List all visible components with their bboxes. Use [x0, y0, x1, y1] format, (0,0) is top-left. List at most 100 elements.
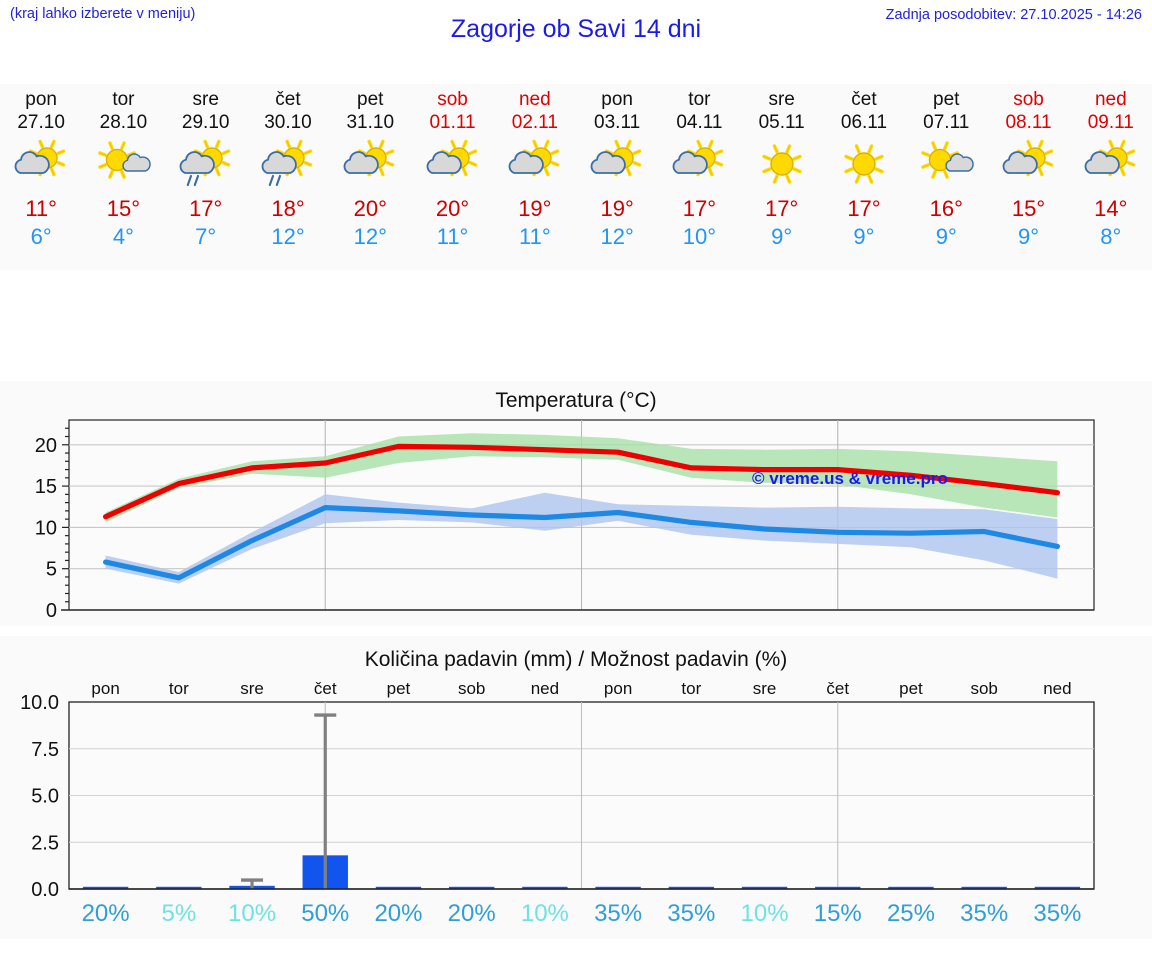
y-axis-tick-label: 5 — [46, 559, 57, 581]
day-name: ned — [518, 89, 551, 110]
day-date: 08.11 — [1005, 112, 1052, 133]
day-max-temp: 19° — [518, 196, 552, 221]
page-header: (kraj lahko izberete v meniju) Zagorje o… — [0, 0, 1152, 56]
precipitation-probability-label: 5% — [161, 900, 196, 927]
precipitation-probability-label: 35% — [960, 900, 1008, 927]
day-date: 05.11 — [758, 112, 805, 133]
x-axis-day-label: pon — [604, 679, 632, 698]
y-axis-tick-label: 20 — [35, 435, 57, 457]
x-axis-day-label: pet — [387, 679, 411, 698]
precipitation-bar — [595, 886, 641, 889]
cloud-sun-icon — [9, 136, 73, 194]
sun-cloud-right-icon — [914, 136, 978, 194]
day-max-temp: 17° — [682, 196, 717, 221]
precipitation-bar — [961, 886, 1007, 889]
precipitation-bar — [741, 886, 788, 889]
copyright-notice: © vreme.us & vreme.pro — [752, 469, 948, 488]
day-date: 31.10 — [346, 112, 395, 133]
precipitation-bar — [82, 886, 129, 889]
day-max-temp: 15° — [106, 196, 141, 221]
day-forecast-cell[interactable]: čet 30.10 18° 12° — [247, 84, 329, 270]
temperature-series-line — [103, 443, 1060, 520]
day-name: sre — [768, 89, 795, 110]
day-name: čet — [275, 89, 301, 110]
last-updated-text: Zadnja posodobitev: 27.10.2025 - 14:26 — [885, 7, 1142, 23]
day-forecast-cell[interactable]: sob 01.11 20° 11° — [411, 84, 493, 270]
precipitation-bar — [375, 886, 422, 889]
cloud-sun-rain-icon — [174, 136, 238, 194]
day-min-temp: 11° — [436, 224, 469, 249]
x-axis-day-label: sre — [240, 679, 264, 698]
day-min-temp: 10° — [682, 224, 717, 249]
precipitation-bar — [1034, 886, 1081, 889]
day-forecast-cell[interactable]: pon 27.10 11° 6° — [0, 84, 82, 270]
day-forecast-cell[interactable]: pet 31.10 20° 12° — [329, 84, 411, 270]
sun-icon — [750, 136, 814, 194]
x-axis-day-label: sob — [970, 679, 997, 698]
day-max-temp: 14° — [1094, 196, 1128, 221]
y-axis-tick-label: 0.0 — [31, 879, 59, 901]
y-axis-tick-label: 10.0 — [20, 692, 59, 714]
cloud-sun-icon — [1079, 136, 1143, 194]
day-min-temp: 12° — [353, 224, 387, 249]
precipitation-plot: 0.0 2.5 5.0 7.5 10.0 pon tor sre čet pet sob ned pon… — [20, 679, 1095, 927]
day-date: 28.10 — [99, 112, 148, 133]
day-max-temp: 20° — [353, 196, 387, 221]
cloud-sun-icon — [421, 136, 485, 194]
x-axis-day-label: čet — [314, 679, 337, 698]
page-title: Zagorje ob Savi 14 dni — [450, 15, 702, 43]
x-axis-day-label: čet — [826, 679, 849, 698]
y-axis-tick-label: 7.5 — [31, 739, 59, 761]
day-forecast-cell[interactable]: sob 08.11 15° 9° — [987, 84, 1069, 270]
sun-cloud-right-icon — [91, 136, 155, 194]
precipitation-probability-label: 15% — [814, 900, 862, 927]
cloud-sun-icon — [503, 136, 567, 194]
daily-forecast-strip: pon 27.10 11° 6° tor 28.10 15° 4° sre 29.10 17° 7° č… — [0, 84, 1152, 270]
day-min-temp: 12° — [600, 224, 634, 249]
day-max-temp: 19° — [600, 196, 634, 221]
day-date: 06.11 — [840, 112, 888, 133]
day-date: 07.11 — [923, 112, 970, 133]
precipitation-bar — [815, 886, 861, 889]
cloud-sun-rain-icon — [256, 136, 320, 194]
day-forecast-cell[interactable]: čet 06.11 17° 9° — [823, 84, 905, 270]
temperature-chart-title: Temperatura (°C) — [495, 389, 657, 412]
day-date: 04.11 — [676, 112, 723, 133]
day-min-temp: 11° — [519, 224, 551, 249]
day-forecast-cell[interactable]: ned 09.11 14° 8° — [1070, 84, 1152, 270]
precipitation-probability-label: 10% — [521, 900, 569, 927]
day-forecast-cell[interactable]: sre 29.10 17° 7° — [165, 84, 247, 270]
day-min-temp: 7° — [195, 224, 217, 249]
day-forecast-cell[interactable]: pet 07.11 16° 9° — [905, 84, 987, 270]
day-max-temp: 20° — [435, 196, 470, 221]
sun-icon — [832, 136, 896, 194]
x-axis-day-label: pet — [899, 679, 923, 698]
y-axis-tick-label: 0 — [46, 600, 57, 622]
day-min-temp: 9° — [853, 224, 875, 249]
y-axis-tick-label: 15 — [35, 476, 57, 498]
y-axis-tick-label: 2.5 — [31, 832, 59, 854]
day-forecast-cell[interactable]: pon 03.11 19° 12° — [576, 84, 658, 270]
day-forecast-cell[interactable]: sre 05.11 17° 9° — [741, 84, 823, 270]
day-min-temp: 9° — [935, 224, 957, 249]
menu-hint-text: (kraj lahko izberete v meniju) — [10, 6, 196, 22]
day-max-temp: 17° — [189, 196, 223, 221]
day-name: tor — [688, 89, 711, 110]
day-date: 30.10 — [264, 112, 312, 133]
precipitation-bar — [522, 886, 568, 889]
x-axis-day-label: ned — [531, 679, 559, 698]
precipitation-probability-label: 50% — [301, 900, 349, 927]
cloud-sun-icon — [667, 136, 731, 194]
temperature-plot: 0 5 10 15 20 — [35, 419, 1095, 622]
temperature-range-band — [105, 492, 1058, 584]
day-date: 29.10 — [181, 112, 230, 133]
precipitation-bar — [156, 886, 202, 889]
day-date: 01.11 — [429, 112, 476, 133]
cloud-sun-icon — [585, 136, 649, 194]
precipitation-chart-title: Količina padavin (mm) / Možnost padavin … — [364, 648, 788, 671]
temperature-series-line — [103, 505, 1060, 581]
day-forecast-cell[interactable]: tor 28.10 15° 4° — [82, 84, 164, 270]
day-forecast-cell[interactable]: ned 02.11 19° 11° — [494, 84, 576, 270]
day-forecast-cell[interactable]: tor 04.11 17° 10° — [658, 84, 740, 270]
precipitation-probability-label: 20% — [374, 900, 422, 927]
